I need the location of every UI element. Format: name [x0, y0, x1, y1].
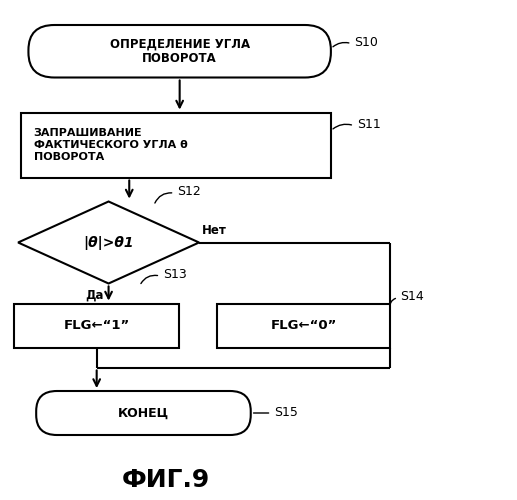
Text: S13: S13 [163, 268, 187, 281]
Text: Да: Да [85, 288, 103, 302]
Text: ФИГ.9: ФИГ.9 [121, 468, 209, 492]
Text: FLG←“1”: FLG←“1” [64, 319, 130, 332]
Text: ЗАПРАШИВАНИЕ
ФАКТИЧЕСКОГО УГЛА θ
ПОВОРОТА: ЗАПРАШИВАНИЕ ФАКТИЧЕСКОГО УГЛА θ ПОВОРОТ… [34, 128, 187, 162]
Text: S15: S15 [274, 406, 298, 420]
Text: S11: S11 [357, 118, 381, 131]
Text: |θ|>θ1: |θ|>θ1 [83, 236, 134, 250]
Text: Нет: Нет [202, 224, 226, 237]
Text: S14: S14 [400, 290, 423, 302]
Text: FLG←“0”: FLG←“0” [270, 319, 337, 332]
Text: КОНЕЦ: КОНЕЦ [118, 406, 169, 420]
Bar [14, 304, 179, 348]
Text: S12: S12 [177, 185, 201, 198]
Bar [217, 304, 390, 348]
Polygon shape [18, 202, 199, 283]
Text: S10: S10 [354, 36, 378, 49]
Text: ОПРЕДЕЛЕНИЕ УГЛА
ПОВОРОТА: ОПРЕДЕЛЕНИЕ УГЛА ПОВОРОТА [110, 38, 250, 65]
FancyBboxPatch shape [28, 25, 331, 78]
FancyBboxPatch shape [36, 391, 251, 435]
Bar [21, 112, 331, 178]
